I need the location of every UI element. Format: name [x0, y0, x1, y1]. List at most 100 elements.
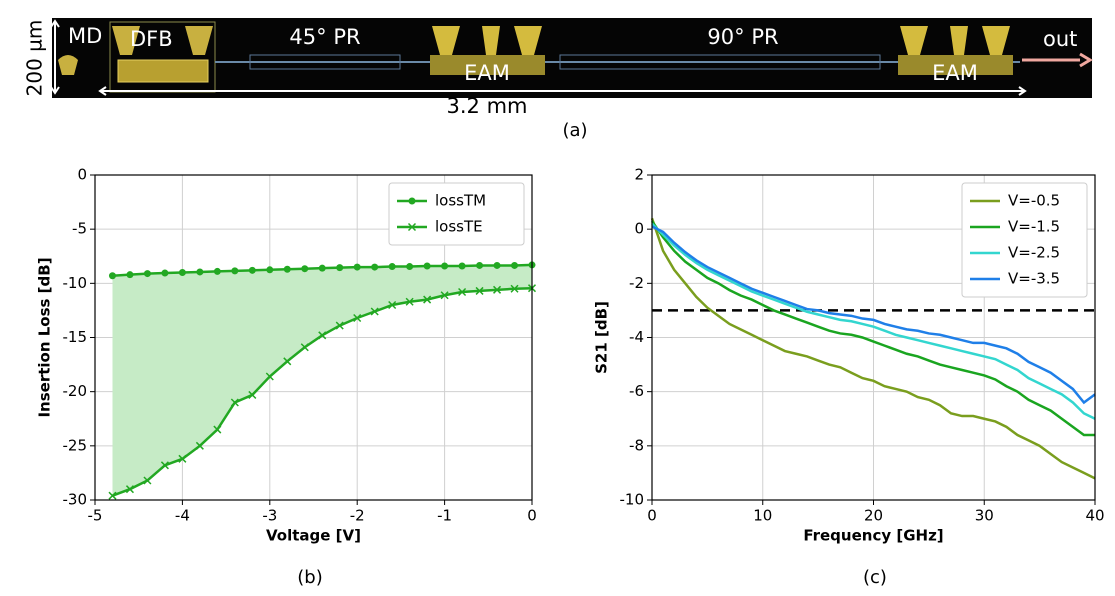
series-line [650, 220, 1095, 437]
legend-marker [407, 222, 417, 232]
marker [388, 300, 397, 310]
x-tick-label: -3 [262, 507, 277, 525]
marker [178, 454, 187, 463]
marker [353, 313, 362, 323]
label-pr45: 45° PR [289, 25, 360, 49]
legend-label: V=-1.5 [1008, 218, 1060, 236]
series-line [650, 217, 1096, 480]
series-line [651, 222, 1096, 420]
y-tick-label: -30 [63, 491, 88, 509]
marker [126, 271, 134, 279]
caption-c: (c) [863, 567, 887, 588]
marker [300, 343, 309, 352]
marker [248, 390, 257, 399]
marker [178, 269, 186, 276]
marker [353, 263, 361, 271]
label-dfb: DFB [130, 27, 173, 51]
marker [493, 285, 502, 294]
y-tick-label: -10 [63, 274, 88, 292]
label-pr90: 90° PR [707, 25, 778, 49]
marker [335, 321, 344, 330]
x-tick-label: -5 [88, 507, 103, 525]
marker [248, 266, 256, 274]
marker [406, 263, 414, 271]
x-tick-label: 20 [864, 507, 883, 525]
marker [231, 267, 239, 275]
x-tick-label: 0 [527, 507, 537, 525]
x-tick-label: -1 [437, 507, 452, 525]
y-tick-label: -5 [72, 220, 87, 238]
marker [440, 291, 449, 300]
y-axis-label: Insertion Loss [dB] [36, 257, 54, 417]
x-tick-label: 10 [753, 507, 772, 525]
height-label: 200 µm [23, 20, 47, 97]
marker [125, 485, 134, 494]
marker [143, 270, 151, 278]
caption-a: (a) [562, 120, 587, 141]
marker [511, 261, 519, 269]
marker [423, 262, 431, 270]
x-tick-label: -2 [350, 507, 365, 525]
x-tick-label: 0 [647, 507, 657, 525]
marker [283, 357, 292, 366]
label-eam-1: EAM [464, 61, 510, 85]
fill-between [112, 264, 532, 496]
label-md: MD [68, 24, 102, 48]
marker [423, 295, 432, 304]
x-tick-label: 40 [1085, 507, 1104, 525]
y-tick-label: -6 [629, 382, 644, 400]
legend-marker [408, 197, 416, 205]
y-tick-label: -25 [63, 436, 88, 454]
y-tick-label: -8 [629, 436, 644, 454]
y-tick-label: -15 [63, 328, 88, 346]
marker [108, 491, 117, 500]
y-tick-label: -10 [620, 491, 645, 509]
y-tick-label: -20 [63, 382, 88, 400]
marker [143, 476, 152, 485]
legend-label: V=-3.5 [1008, 270, 1060, 288]
marker [476, 261, 484, 269]
marker [510, 284, 519, 293]
x-tick-label: 30 [975, 507, 994, 525]
plot-frame [651, 174, 1096, 501]
marker [196, 268, 204, 276]
marker [493, 261, 501, 269]
x-axis-label: Frequency [GHz] [803, 527, 943, 545]
marker [458, 262, 466, 270]
legend-label: V=-2.5 [1008, 244, 1060, 262]
y-tick-label: -4 [629, 328, 644, 346]
marker [301, 265, 309, 273]
legend-box [961, 182, 1088, 298]
marker [318, 264, 326, 272]
marker [318, 331, 327, 340]
marker [283, 265, 291, 273]
marker [475, 286, 484, 295]
marker [371, 263, 379, 271]
y-tick-label: 0 [634, 220, 644, 238]
label-eam-2: EAM [932, 61, 978, 85]
y-tick-label: -2 [629, 274, 644, 292]
y-axis-label: S21 [dB] [593, 301, 611, 374]
marker [370, 307, 379, 316]
marker [230, 398, 239, 407]
marker [388, 263, 396, 271]
marker [458, 287, 467, 297]
marker [213, 425, 222, 434]
marker [161, 269, 169, 277]
x-tick-label: -4 [175, 507, 190, 525]
marker [266, 266, 274, 274]
plot-frame [94, 174, 533, 501]
marker [213, 267, 221, 275]
y-tick-label: 0 [77, 166, 87, 184]
chip-image [50, 18, 1093, 98]
marker [336, 264, 344, 272]
series-line [651, 225, 1096, 405]
y-tick-label: 2 [634, 166, 644, 184]
length-label: 3.2 mm [447, 94, 528, 118]
label-out: out [1043, 27, 1077, 51]
legend-label: V=-0.5 [1008, 192, 1060, 210]
marker [265, 372, 274, 381]
